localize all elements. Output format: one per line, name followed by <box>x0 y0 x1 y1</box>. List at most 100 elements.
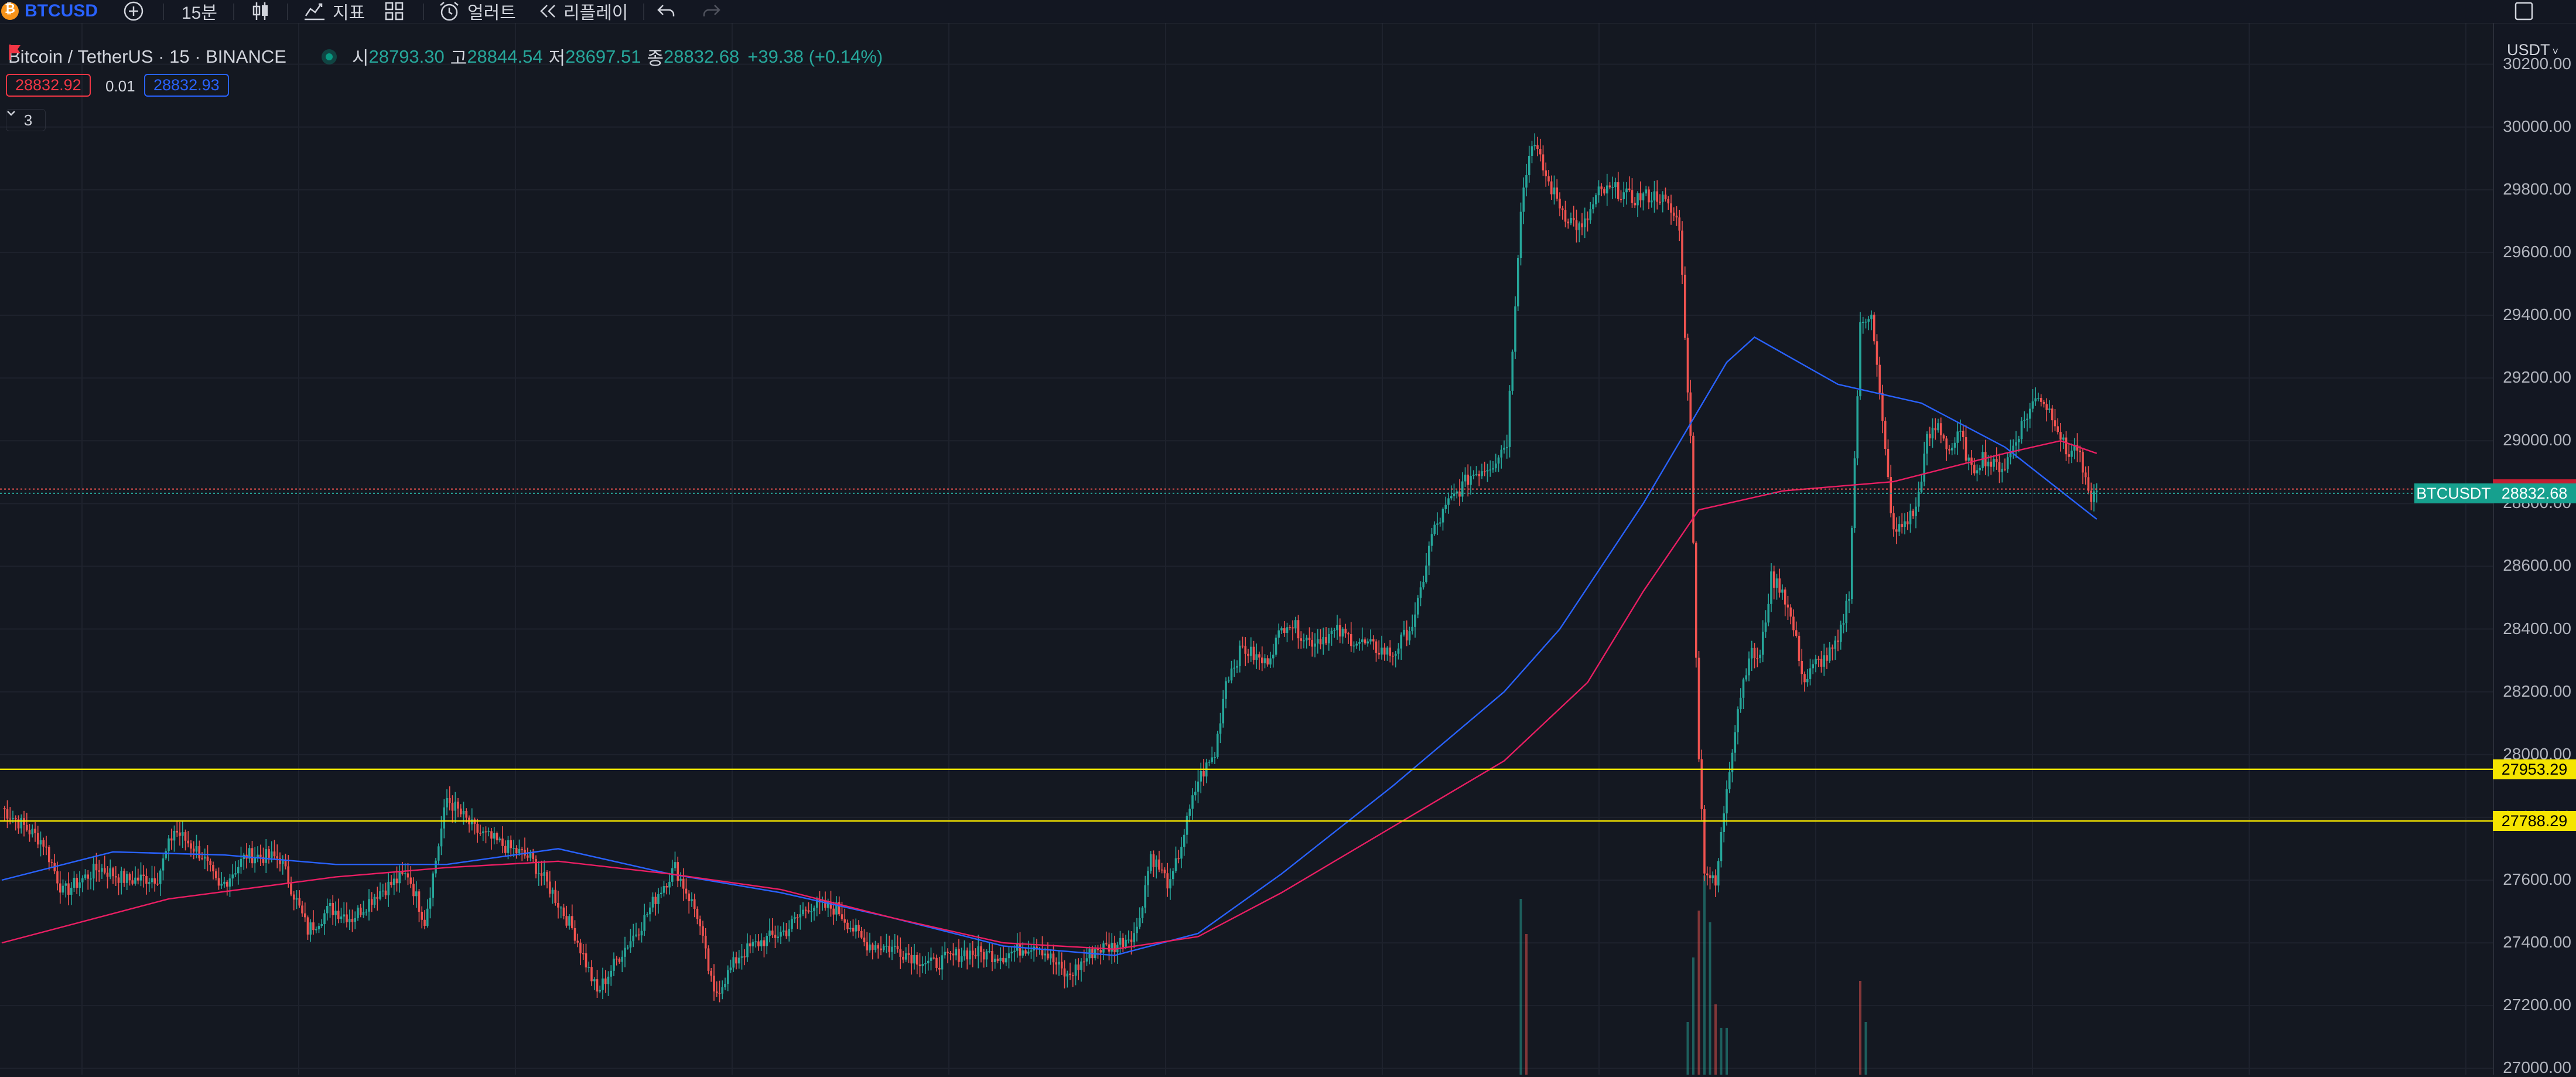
alert-button[interactable]: 얼러트 <box>438 0 516 23</box>
candle-body <box>501 839 504 846</box>
candle-body <box>1289 627 1292 628</box>
indicators-label: 지표 <box>333 4 365 23</box>
candle-body <box>668 881 671 888</box>
candle-body <box>136 877 139 881</box>
candle-body <box>14 818 17 820</box>
price-axis[interactable]: USDT ˅ 30200.00 30000.00 29800.00 29600.00 29… <box>2493 23 2576 1076</box>
candle-body <box>1887 448 1890 478</box>
candle-body <box>1408 631 1411 640</box>
chart-canvas[interactable] <box>0 23 2576 1075</box>
candle-body <box>602 978 604 990</box>
candle-body <box>273 851 276 857</box>
candle-body <box>1770 571 1772 604</box>
candle-body <box>785 931 788 936</box>
candle-body <box>481 831 484 833</box>
candle-body <box>217 878 220 886</box>
candle-body <box>1675 216 1678 218</box>
chart-type-button[interactable] <box>252 0 269 22</box>
price-tick-label: 29200.00 <box>2503 368 2571 387</box>
candle-body <box>1453 493 1456 496</box>
candle-body <box>1678 217 1681 231</box>
currency-selector[interactable]: USDT ˅ <box>2507 41 2558 59</box>
candle-body <box>1956 431 1959 443</box>
level-2-price-tag[interactable]: 27788.29 <box>2493 811 2576 831</box>
candle-body <box>1795 630 1798 636</box>
candle-body <box>1275 638 1277 655</box>
candle-body <box>490 831 493 839</box>
candle-body <box>1597 186 1600 196</box>
candle-body <box>573 928 576 941</box>
candle-body <box>1080 961 1082 970</box>
candle-body <box>860 931 863 938</box>
indicators-button[interactable]: 지표 <box>303 0 365 23</box>
candle-body <box>1784 589 1786 605</box>
candle-body <box>1394 653 1397 656</box>
candle-body <box>1364 639 1366 644</box>
candle-body <box>941 955 944 970</box>
candle-body <box>1214 756 1216 758</box>
candle-body <box>1648 189 1650 203</box>
candle-body <box>1152 854 1155 867</box>
volume-bar <box>1525 934 1528 1075</box>
collapse-indicators-button[interactable]: 3 <box>6 109 46 131</box>
price-chart[interactable]: Bitcoin / TetherUS · 15 · BINANCE 시 2879… <box>0 23 2576 1076</box>
candle-body <box>846 922 849 929</box>
candle-body <box>1500 449 1503 458</box>
redo-button[interactable] <box>701 0 722 22</box>
candle-body <box>226 881 228 887</box>
symbol-button[interactable]: ₿ BTCUSD <box>1 0 98 22</box>
candle-body <box>1667 199 1670 204</box>
candle-body <box>1850 528 1853 599</box>
candle-body <box>1461 481 1464 497</box>
candle-body <box>1180 847 1183 859</box>
candle-body <box>1325 637 1327 643</box>
candle-body <box>1628 188 1631 190</box>
candle-body <box>1522 188 1525 212</box>
symbol-title[interactable]: Bitcoin / TetherUS · 15 · BINANCE <box>8 46 286 67</box>
candle-body <box>103 868 106 873</box>
candle-body <box>153 878 156 884</box>
candle-body <box>1160 869 1163 871</box>
candle-body <box>1208 762 1211 763</box>
compare-symbol-button[interactable] <box>123 0 144 22</box>
candle-body <box>1464 475 1467 482</box>
candle-body <box>677 862 679 881</box>
fullscreen-button[interactable] <box>2514 0 2534 22</box>
interval-button[interactable]: 15분 <box>182 0 217 23</box>
volume-bar <box>1519 899 1522 1075</box>
candle-body <box>1809 668 1812 679</box>
layout-button[interactable] <box>384 0 404 22</box>
candle-body <box>1467 475 1470 485</box>
price-tick-label: 29000.00 <box>2503 431 2571 449</box>
candle-body <box>1052 953 1055 963</box>
candle-body <box>1831 647 1834 649</box>
chart-legend: Bitcoin / TetherUS · 15 · BINANCE 시 2879… <box>8 43 883 70</box>
candle-body <box>702 926 704 936</box>
candle-body <box>1928 434 1931 439</box>
candle-body <box>665 886 668 888</box>
candle-body <box>112 868 114 877</box>
candle-body <box>1047 953 1049 959</box>
candle-body <box>2056 426 2059 432</box>
candle-body <box>1917 492 1920 507</box>
candle-body <box>231 874 234 879</box>
candle-body <box>1545 170 1547 176</box>
buy-price-button[interactable]: 28832.93 <box>144 74 229 97</box>
candle-body <box>1570 217 1572 224</box>
level-1-price-tag[interactable]: 27953.29 <box>2493 759 2576 779</box>
candle-body <box>1286 627 1289 633</box>
candle-body <box>1222 698 1225 724</box>
sell-price-button[interactable]: 28832.92 <box>6 74 91 97</box>
candle-body <box>1392 656 1394 657</box>
candle-body <box>84 874 87 878</box>
market-status-dot[interactable] <box>321 49 337 64</box>
candle-body <box>329 902 332 906</box>
replay-button[interactable]: 리플레이 <box>538 0 628 23</box>
candle-body <box>1486 469 1489 472</box>
candle-body <box>351 919 354 922</box>
candle-body <box>2048 408 2051 410</box>
candle-body <box>1670 203 1672 213</box>
undo-button[interactable] <box>656 0 677 22</box>
candle-body <box>1923 454 1926 482</box>
candle-body <box>559 907 562 909</box>
